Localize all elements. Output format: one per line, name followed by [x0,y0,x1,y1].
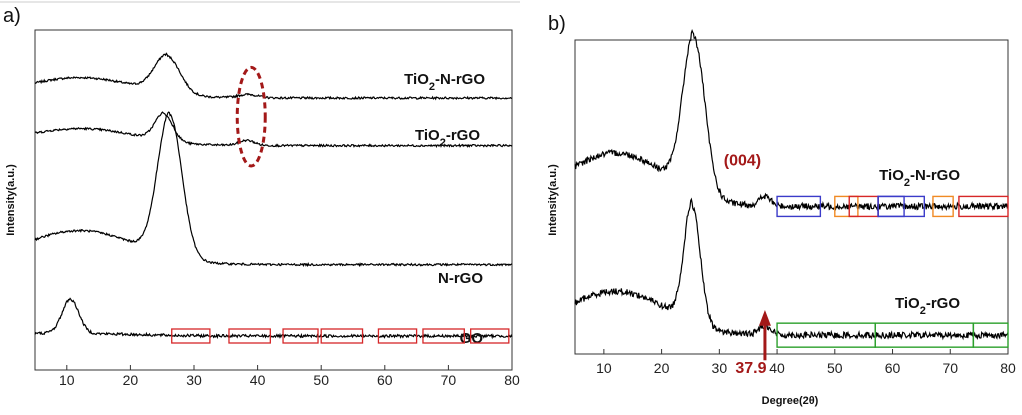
series-label-tio2-rgo: TiO2-rGO [415,127,480,149]
region-box-top [834,195,859,218]
panel-b-x-axis-title: Degree(2θ) [762,395,819,407]
panel-a-y-axis-title: Intensity(a.u.) [5,164,17,236]
series-line-tio2-n-rgo [574,29,1009,212]
panel-b-series-labels: TiO2-N-rGO TiO2-rGO [879,167,960,317]
peak-label-004: (004) [724,153,761,170]
x-tick-label: 10 [59,372,75,388]
x-tick-label: 20 [123,372,139,388]
x-tick-label: 70 [441,372,457,388]
series-label-n-rgo: N-rGO [438,270,483,287]
series-label-go: GO [460,330,484,347]
series-label-tio2-n-rgo: TiO2-N-rGO [879,167,960,189]
series-line-go [34,297,513,340]
series-line-tio2-n-rgo [34,52,513,101]
region-box [320,328,364,344]
panel-a-series [34,52,513,340]
x-tick-label: 30 [186,372,202,388]
panel-a: a) Intensity(a.u.) 10 20 30 40 50 60 70 80 TiO2… [3,5,520,388]
series-line-n-rgo [34,111,513,268]
x-tick-label: 40 [250,372,266,388]
x-tick-label: 10 [596,360,612,376]
x-tick-label: 60 [377,372,393,388]
panel-b-x-ticks: 10 20 30 40 50 60 70 80 [596,349,1016,376]
series-line-tio2-rgo [34,111,513,148]
region-box [377,328,418,344]
x-tick-label: 80 [1000,360,1016,376]
panel-b-y-axis-title: Intensity(a.u.) [547,164,559,236]
peak-position-label: 37.9 [735,360,766,377]
x-tick-label: 40 [769,360,785,376]
region-box-top [958,195,1009,218]
region-box [228,328,271,344]
panel-a-x-ticks: 10 20 30 40 50 60 70 80 [59,365,520,388]
region-box-top [877,195,925,218]
x-tick-label: 80 [504,372,520,388]
panel-a-axes-frame [34,29,513,371]
series-label-tio2-n-rgo: TiO2-N-rGO [404,71,485,93]
region-box [171,328,211,344]
series-label-tio2-rgo: TiO2-rGO [895,295,960,317]
panel-b-label: b) [548,13,566,35]
panel-b-annotations: (004) 37.9 [724,153,1009,377]
x-tick-label: 30 [712,360,728,376]
panel-a-annotations [171,65,510,344]
x-tick-label: 50 [827,360,843,376]
panel-b-series [574,29,1009,341]
region-box [470,328,510,344]
x-tick-label: 60 [885,360,901,376]
panel-a-series-labels: TiO2-N-rGO TiO2-rGO N-rGO GO [404,71,485,347]
x-tick-label: 20 [654,360,670,376]
panel-b: b) Intensity(a.u.) Degree(2θ) 10 20 30 40 50… [547,13,1016,407]
x-tick-label: 70 [942,360,958,376]
region-box-bottom [972,322,1009,348]
region-box-top [776,195,822,218]
region-box [282,328,319,344]
x-tick-label: 50 [313,372,329,388]
region-box-top [932,195,954,218]
region-box [422,328,465,344]
highlight-ellipse [235,65,267,168]
panel-a-label: a) [3,5,21,27]
peak-arrow-head [758,310,771,326]
series-line-tio2-rgo [574,197,1009,341]
